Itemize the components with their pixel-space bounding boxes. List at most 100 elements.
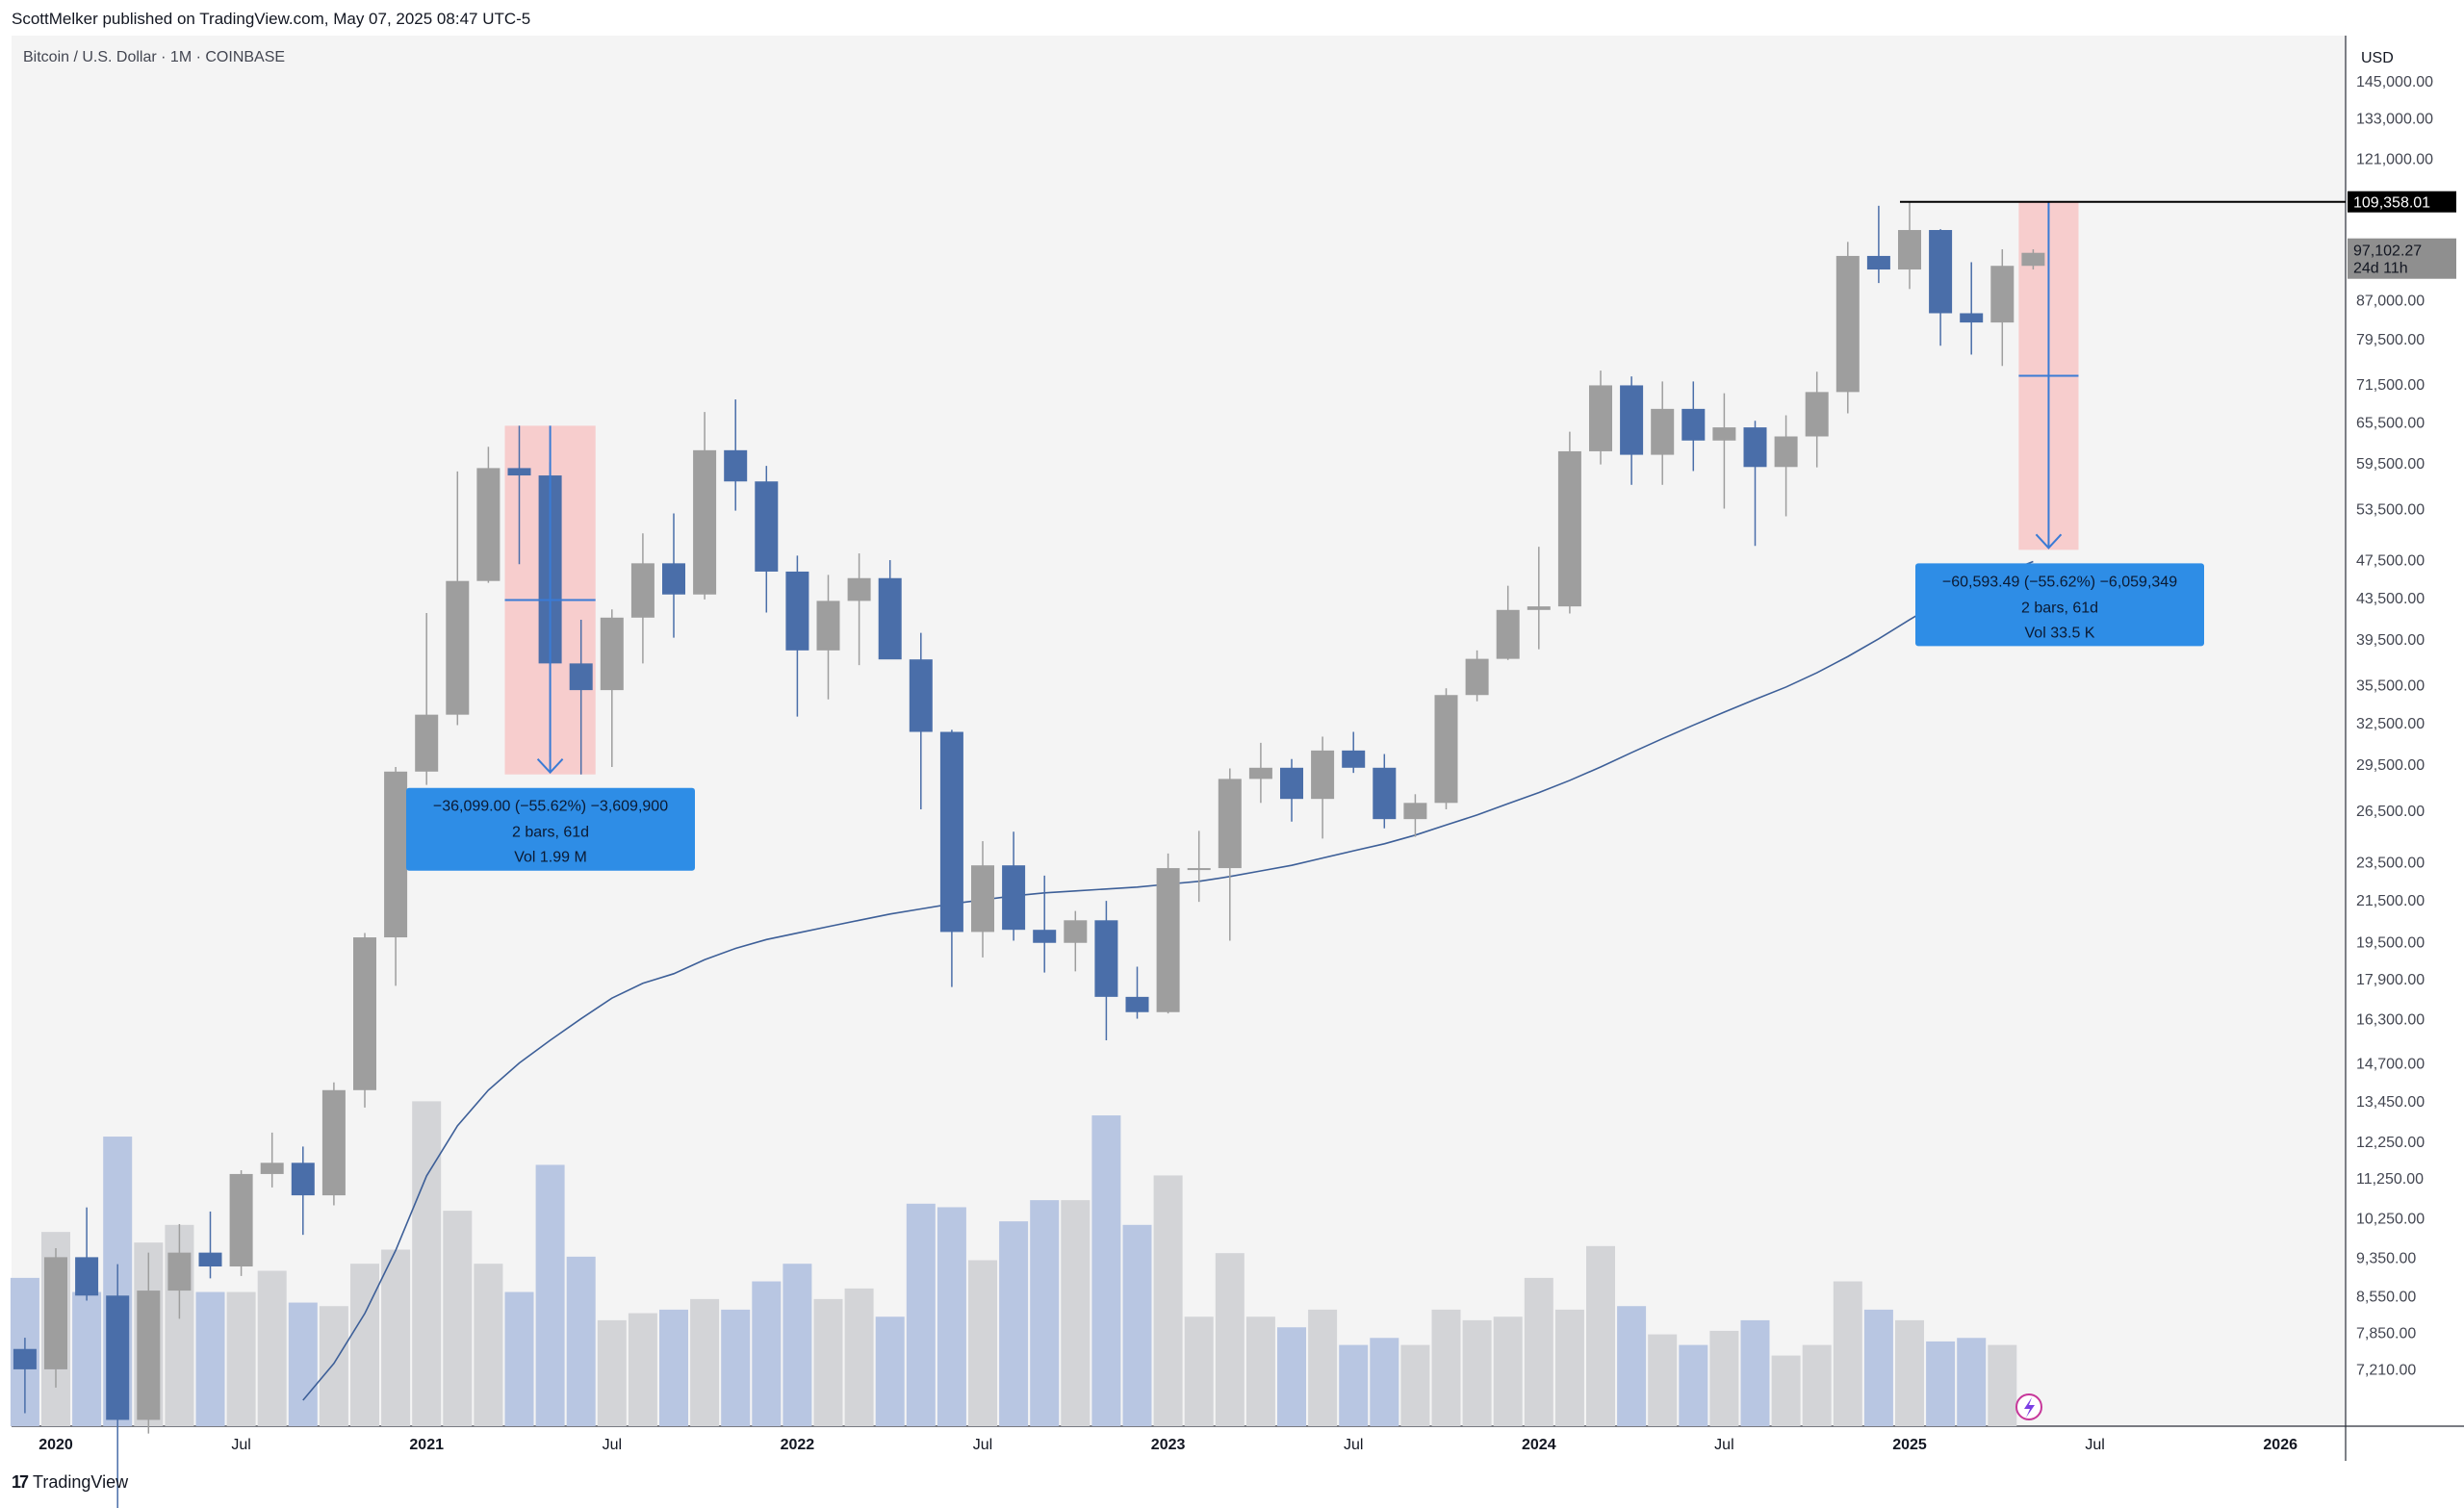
- candle-body: [44, 1257, 67, 1369]
- x-tick-label: Jul: [1714, 1437, 1733, 1453]
- measure-label-line1: −36,099.00 (−55.62%) −3,609,900: [433, 799, 668, 815]
- measure-label-line3: Vol 1.99 M: [514, 850, 587, 866]
- measure-label-line2: 2 bars, 61d: [512, 825, 589, 841]
- y-tick-label: 7,210.00: [2356, 1362, 2416, 1378]
- x-tick-label: 2020: [38, 1437, 73, 1453]
- tradingview-logo[interactable]: 17 TradingView: [12, 1472, 128, 1493]
- current-price-tag-background: [2348, 238, 2456, 279]
- candle-body: [260, 1163, 284, 1174]
- measure-label-line3: Vol 33.5 K: [2025, 625, 2095, 641]
- candle-body: [106, 1295, 130, 1420]
- y-tick-label: 11,250.00: [2356, 1171, 2424, 1188]
- y-tick-label: 16,300.00: [2356, 1012, 2425, 1029]
- candle-body: [971, 865, 994, 933]
- y-tick-label: 79,500.00: [2356, 332, 2425, 348]
- bar-countdown: 24d 11h: [2353, 261, 2408, 277]
- volume-bar: [1308, 1309, 1338, 1426]
- volume-bar: [1617, 1306, 1647, 1426]
- x-tick-label: Jul: [1344, 1437, 1363, 1453]
- volume-bar: [1957, 1338, 1987, 1426]
- candle-body: [1681, 408, 1706, 441]
- news-badge-icon: [2015, 1393, 2042, 1420]
- candle-body: [476, 468, 500, 581]
- y-tick-label: 133,000.00: [2356, 111, 2433, 127]
- y-tick-label: 12,250.00: [2356, 1135, 2425, 1151]
- tradingview-brand-text: TradingView: [33, 1472, 129, 1492]
- y-tick-label: 39,500.00: [2356, 632, 2425, 649]
- volume-bar: [1586, 1245, 1615, 1426]
- candle-body: [1280, 767, 1303, 800]
- candle-body: [1589, 385, 1612, 451]
- candle-body: [693, 449, 717, 595]
- x-tick-label: 2025: [1892, 1437, 1927, 1453]
- volume-bar: [813, 1298, 843, 1426]
- y-tick-label: 14,700.00: [2356, 1057, 2425, 1073]
- y-tick-label: 9,350.00: [2356, 1250, 2416, 1266]
- candle-body: [816, 601, 840, 651]
- candle-body: [1898, 230, 1921, 270]
- candle-body: [446, 580, 470, 715]
- x-tick-label: Jul: [603, 1437, 622, 1453]
- y-tick-label: 71,500.00: [2356, 377, 2425, 394]
- y-tick-label: 17,900.00: [2356, 972, 2425, 988]
- volume-bar: [1122, 1224, 1152, 1426]
- y-tick-label: 121,000.00: [2356, 152, 2433, 168]
- volume-bar: [844, 1288, 874, 1426]
- candle-body: [1866, 255, 1890, 270]
- volume-bar: [752, 1281, 782, 1426]
- y-tick-label: 10,250.00: [2356, 1211, 2425, 1227]
- x-tick-label: Jul: [231, 1437, 250, 1453]
- volume-bar: [350, 1264, 379, 1426]
- volume-bar: [1493, 1316, 1523, 1426]
- volume-bar: [1400, 1344, 1430, 1426]
- volume-bar: [597, 1319, 627, 1426]
- volume-bar: [628, 1313, 657, 1426]
- volume-bar: [1061, 1200, 1091, 1426]
- symbol-label: Bitcoin / U.S. Dollar · 1M · COINBASE: [23, 49, 285, 65]
- volume-bar: [1339, 1344, 1369, 1426]
- volume-bar: [1863, 1309, 1893, 1426]
- candle-body: [167, 1252, 192, 1291]
- candle-body: [415, 714, 439, 772]
- candle-body: [1774, 436, 1798, 468]
- volume-bar: [999, 1221, 1029, 1426]
- measure-label-box: −36,099.00 (−55.62%) −3,609,900 2 bars, 6…: [406, 787, 695, 871]
- candle-body: [1465, 658, 1489, 696]
- candle-body: [1033, 930, 1057, 943]
- volume-bar: [566, 1256, 596, 1426]
- volume-bar: [1091, 1115, 1121, 1426]
- volume-bar: [783, 1264, 812, 1426]
- publish-header: ScottMelker published on TradingView.com…: [12, 10, 531, 28]
- candle-body: [1218, 779, 1242, 869]
- volume-bar: [1895, 1319, 1924, 1426]
- volume-bar: [319, 1306, 348, 1426]
- y-tick-label: 53,500.00: [2356, 502, 2425, 519]
- y-tick-label: 23,500.00: [2356, 855, 2425, 871]
- candle-body: [384, 771, 408, 938]
- volume-bar: [1926, 1341, 1956, 1426]
- volume-bar: [1771, 1355, 1801, 1426]
- volume-bar: [72, 1291, 102, 1426]
- volume-bar: [288, 1302, 318, 1426]
- candle-body: [507, 468, 531, 476]
- y-tick-label: 32,500.00: [2356, 716, 2425, 732]
- y-tick-label: 59,500.00: [2356, 456, 2425, 473]
- volume-bar: [721, 1309, 751, 1426]
- candle-body: [1805, 392, 1829, 437]
- candle-body: [1712, 427, 1736, 441]
- volume-bar: [906, 1203, 936, 1426]
- candle-body: [1496, 609, 1520, 659]
- candle-body: [724, 449, 748, 482]
- news-badge-bolt: [2024, 1397, 2035, 1418]
- volume-bar: [1431, 1309, 1461, 1426]
- ath-price-tag-background: [2348, 191, 2456, 213]
- candle-body: [1311, 750, 1335, 800]
- y-tick-label: 19,500.00: [2356, 935, 2425, 952]
- measure-label-background: [1915, 563, 2204, 647]
- candle-body: [1064, 920, 1088, 943]
- volume-bar: [1554, 1309, 1584, 1426]
- candle-body: [1527, 606, 1551, 610]
- y-tick-label: 21,500.00: [2356, 893, 2425, 909]
- candle-body: [1248, 767, 1272, 780]
